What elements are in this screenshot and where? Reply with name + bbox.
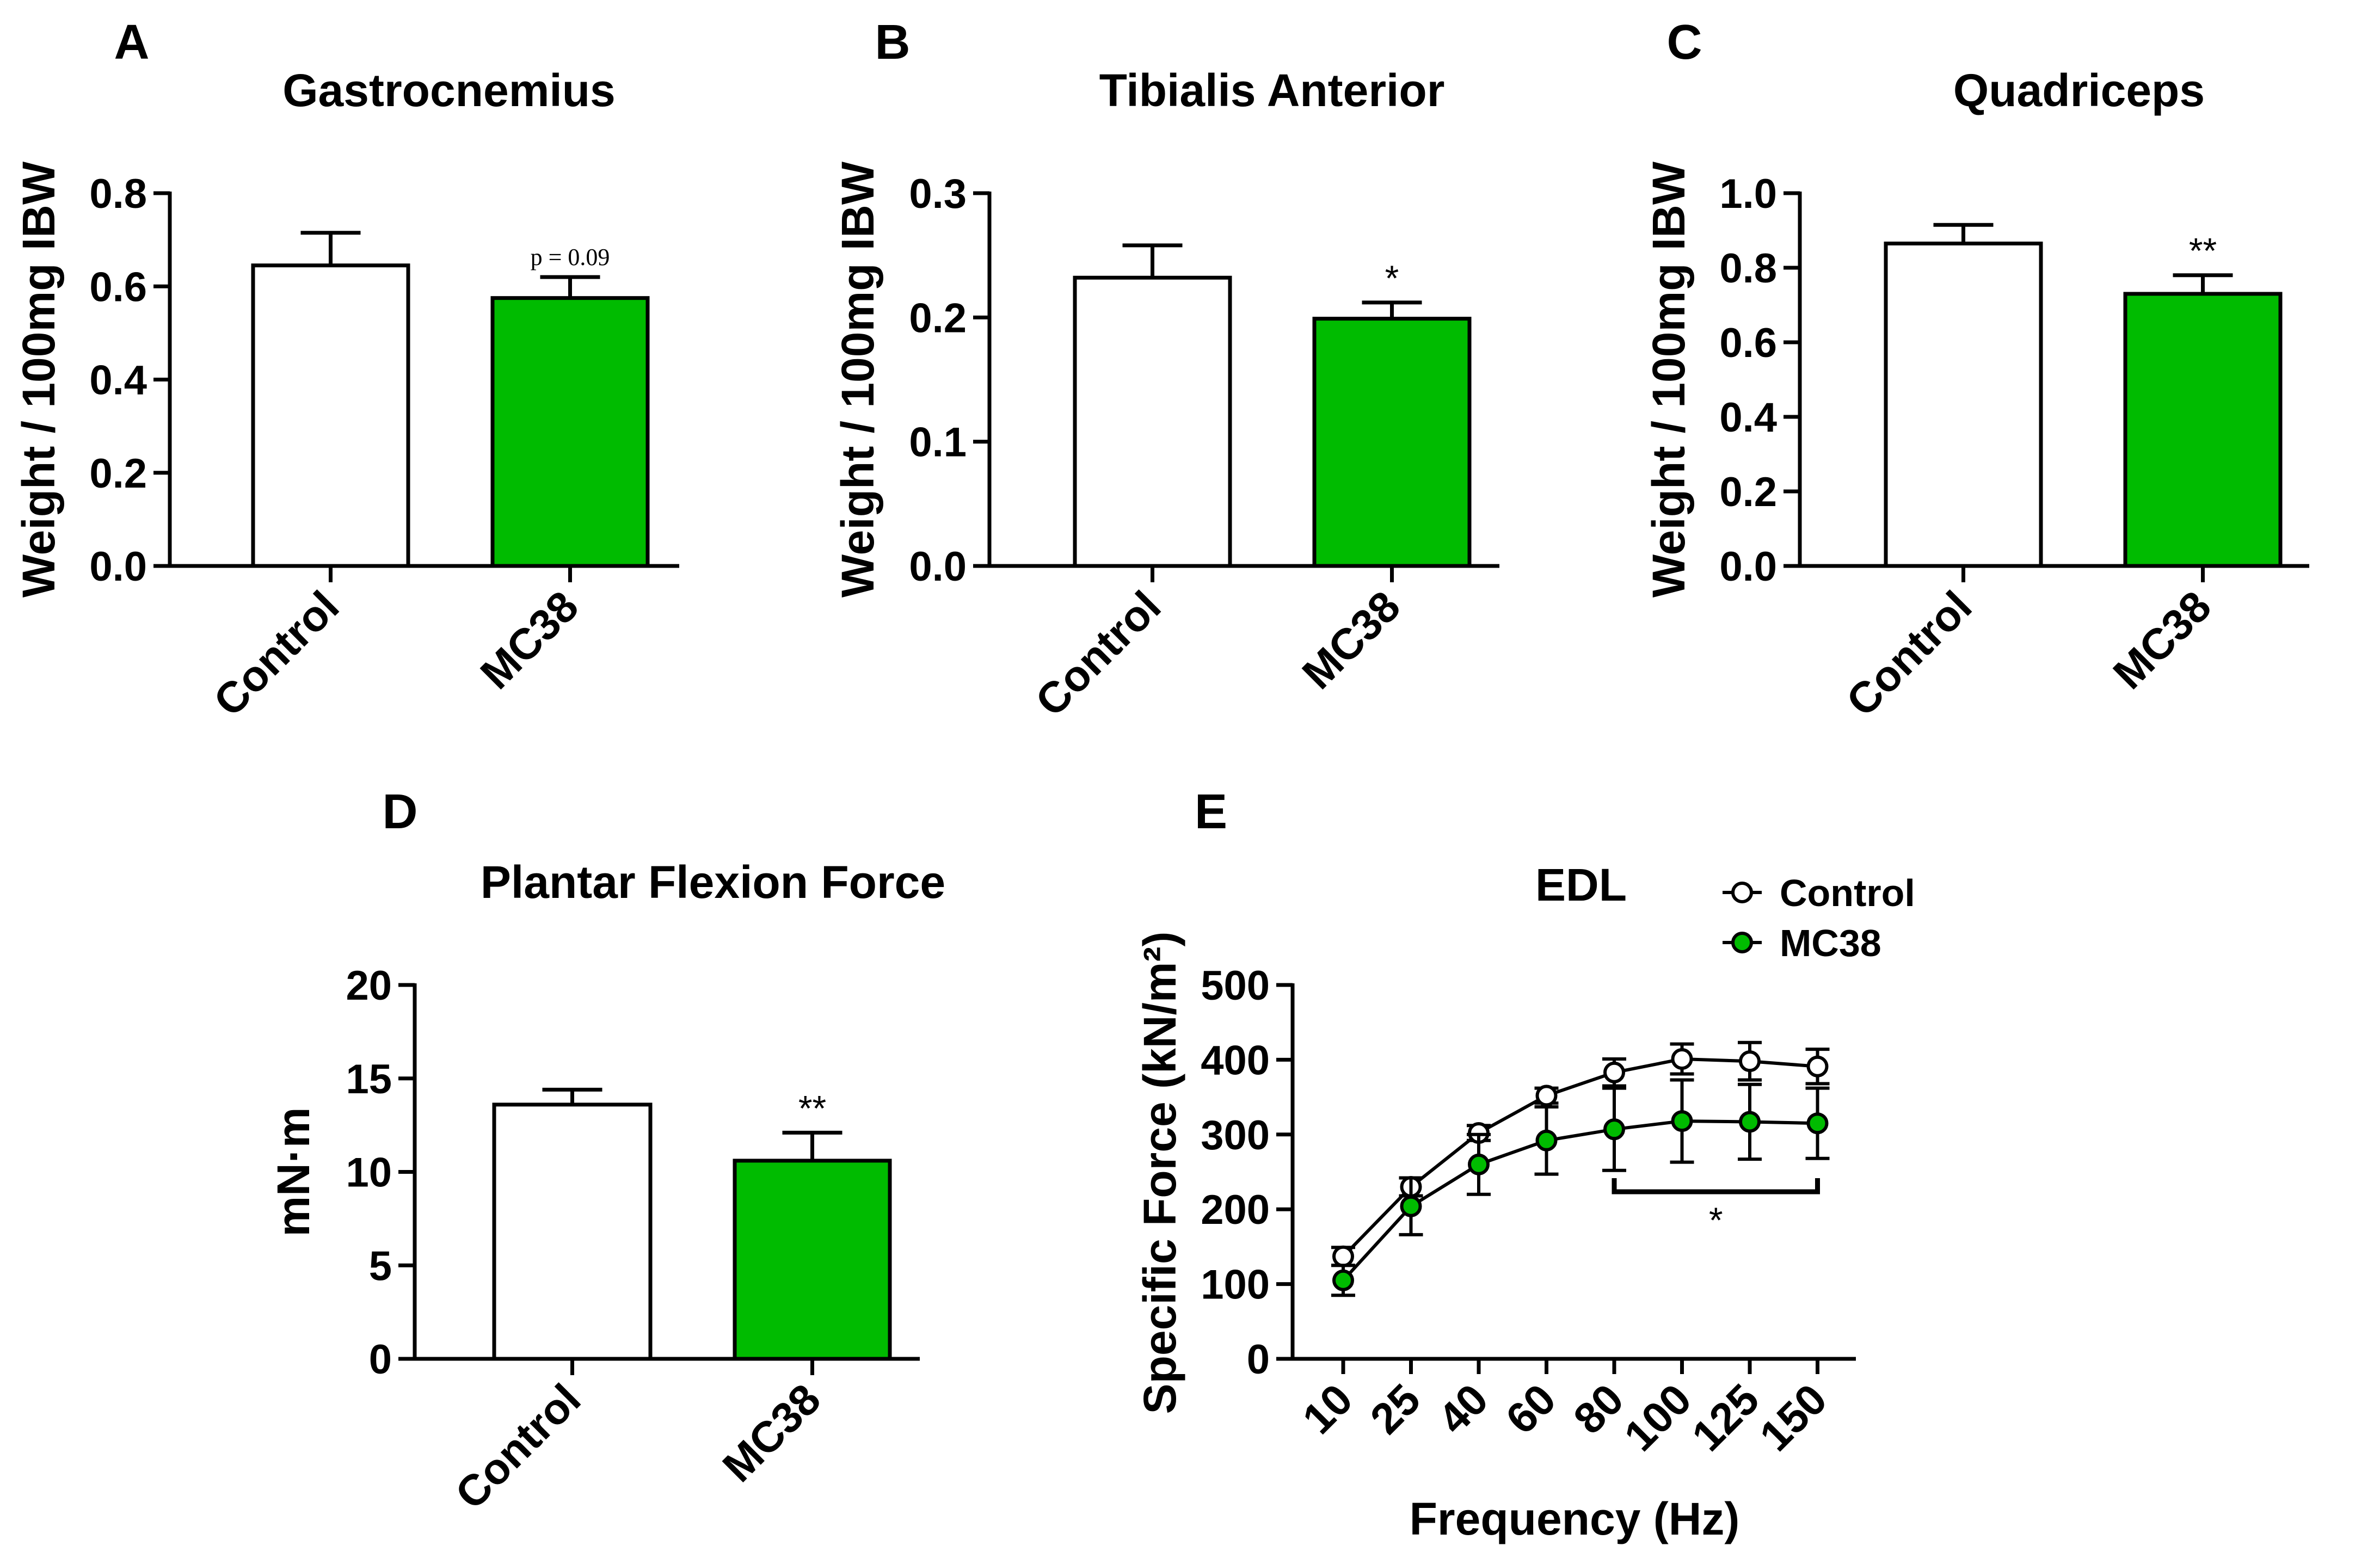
bar-mc38 — [1312, 317, 1472, 568]
y-tick-label: 10 — [346, 1150, 392, 1196]
significance-annotation: * — [1385, 258, 1399, 298]
chart-title: Quadriceps — [1953, 65, 2205, 116]
data-point — [1603, 1118, 1625, 1141]
y-tick-label: 400 — [1201, 1037, 1270, 1083]
y-tick-label: 300 — [1201, 1112, 1270, 1159]
chart-title: Tibialis Anterior — [1099, 65, 1445, 116]
data-point — [1468, 1153, 1490, 1175]
bar-mc38 — [2123, 292, 2283, 568]
chart-panel-b: B Tibialis Anterior Weight / 100mg IBW 0.0 0… — [832, 15, 1499, 725]
panel-label: E — [1195, 785, 1227, 839]
significance-annotation: * — [1709, 1200, 1723, 1240]
data-point — [1332, 1245, 1354, 1267]
y-tick-label: 0.6 — [1719, 320, 1777, 366]
x-tick-label: 125 — [1683, 1375, 1768, 1460]
y-tick-label: 100 — [1201, 1262, 1270, 1308]
chart-title: EDL — [1535, 859, 1627, 910]
y-tick-label: 0.2 — [89, 451, 147, 497]
data-point — [1671, 1048, 1693, 1070]
x-tick-label: Control — [1837, 582, 1981, 725]
x-tick-label: Control — [1026, 582, 1170, 725]
data-point — [1739, 1050, 1761, 1073]
x-tick-label: MC38 — [714, 1375, 830, 1491]
y-tick-label: 0.2 — [1719, 469, 1777, 515]
data-point — [1400, 1195, 1422, 1217]
significance-annotation: p = 0.09 — [531, 244, 610, 270]
data-point — [1332, 1269, 1354, 1291]
x-tick-label: MC38 — [471, 582, 588, 698]
x-tick-label: 10 — [1293, 1375, 1362, 1443]
x-tick-label: 60 — [1497, 1375, 1565, 1443]
y-tick-label: 0.8 — [89, 171, 147, 217]
bar-control — [1073, 275, 1232, 568]
y-tick-label: 20 — [346, 963, 392, 1009]
x-tick-label: Control — [205, 582, 348, 725]
y-axis-label: Weight / 100mg IBW — [13, 161, 64, 598]
y-tick-label: 0.0 — [89, 544, 147, 590]
chart-panel-e: E EDL Specific Force (kN/m²) Frequency (Hz)… — [1134, 785, 1915, 1544]
y-tick-label: 15 — [346, 1056, 392, 1103]
y-tick-label: 0.0 — [1719, 544, 1777, 590]
chart-title: Gastrocnemius — [282, 65, 616, 116]
data-point — [1806, 1055, 1829, 1077]
panel-label: B — [875, 15, 911, 70]
chart-title: Plantar Flexion Force — [481, 857, 945, 908]
panel-label: C — [1667, 15, 1702, 70]
x-tick-label: 25 — [1361, 1375, 1430, 1443]
x-tick-label: 40 — [1429, 1375, 1497, 1443]
panel-label: A — [114, 15, 150, 70]
x-tick-label: Control — [446, 1375, 590, 1518]
series-line — [1342, 1119, 1818, 1282]
y-tick-label: 0.2 — [909, 295, 967, 341]
chart-panel-d: D Plantar Flexion Force mN·m 0 5 10 15 20 Contro… — [268, 785, 945, 1518]
chart-panel-c: C Quadriceps Weight / 100mg IBW 0.0 0.2 0.4 0.… — [1643, 15, 2309, 725]
y-tick-label: 0 — [369, 1337, 392, 1383]
y-tick-label: 0.3 — [909, 171, 967, 217]
y-tick-label: 0.8 — [1719, 245, 1777, 292]
panel-label: D — [383, 785, 418, 839]
data-point — [1739, 1111, 1761, 1133]
bar-control — [492, 1103, 653, 1361]
bar-mc38 — [490, 296, 650, 568]
y-tick-label: 0.0 — [909, 544, 967, 590]
x-tick-label: 150 — [1750, 1375, 1836, 1460]
y-axis-label: Weight / 100mg IBW — [1643, 161, 1694, 598]
x-tick-label: MC38 — [1293, 582, 1410, 698]
legend-label: MC38 — [1780, 922, 1881, 964]
data-point — [1806, 1112, 1829, 1135]
significance-bracket — [1612, 1178, 1820, 1194]
data-point — [1671, 1110, 1693, 1132]
y-axis-label: mN·m — [268, 1107, 319, 1236]
data-point — [1535, 1129, 1558, 1151]
y-tick-label: 500 — [1201, 963, 1270, 1009]
y-tick-label: 0.1 — [909, 420, 967, 466]
x-tick-label: MC38 — [2104, 582, 2221, 698]
chart-panel-a: A Gastrocnemius Weight / 100mg IBW 0.0 0.2 0.… — [13, 15, 679, 725]
data-point — [1535, 1085, 1558, 1107]
y-tick-label: 5 — [369, 1243, 392, 1289]
y-tick-label: 0 — [1247, 1337, 1270, 1383]
legend-marker — [1731, 882, 1753, 903]
legend-marker — [1731, 932, 1753, 953]
x-tick-label: 100 — [1615, 1375, 1700, 1460]
legend: Control MC38 — [1723, 872, 1915, 964]
y-tick-label: 0.4 — [89, 358, 147, 404]
data-point — [1603, 1061, 1625, 1083]
significance-annotation: ** — [2189, 231, 2217, 271]
significance-annotation: ** — [798, 1088, 826, 1128]
y-tick-label: 0.4 — [1719, 395, 1777, 441]
x-axis-label: Frequency (Hz) — [1410, 1493, 1740, 1544]
bar-control — [251, 263, 410, 568]
bar-control — [1884, 241, 2043, 568]
y-tick-label: 0.6 — [89, 264, 147, 310]
bar-mc38 — [733, 1159, 892, 1361]
series-control — [1331, 1040, 1830, 1267]
y-axis-label: Specific Force (kN/m²) — [1134, 932, 1185, 1414]
y-axis-label: Weight / 100mg IBW — [832, 161, 883, 598]
y-tick-label: 200 — [1201, 1187, 1270, 1233]
y-tick-label: 1.0 — [1719, 171, 1777, 217]
legend-label: Control — [1780, 872, 1915, 914]
series-mc38 — [1331, 1078, 1830, 1297]
